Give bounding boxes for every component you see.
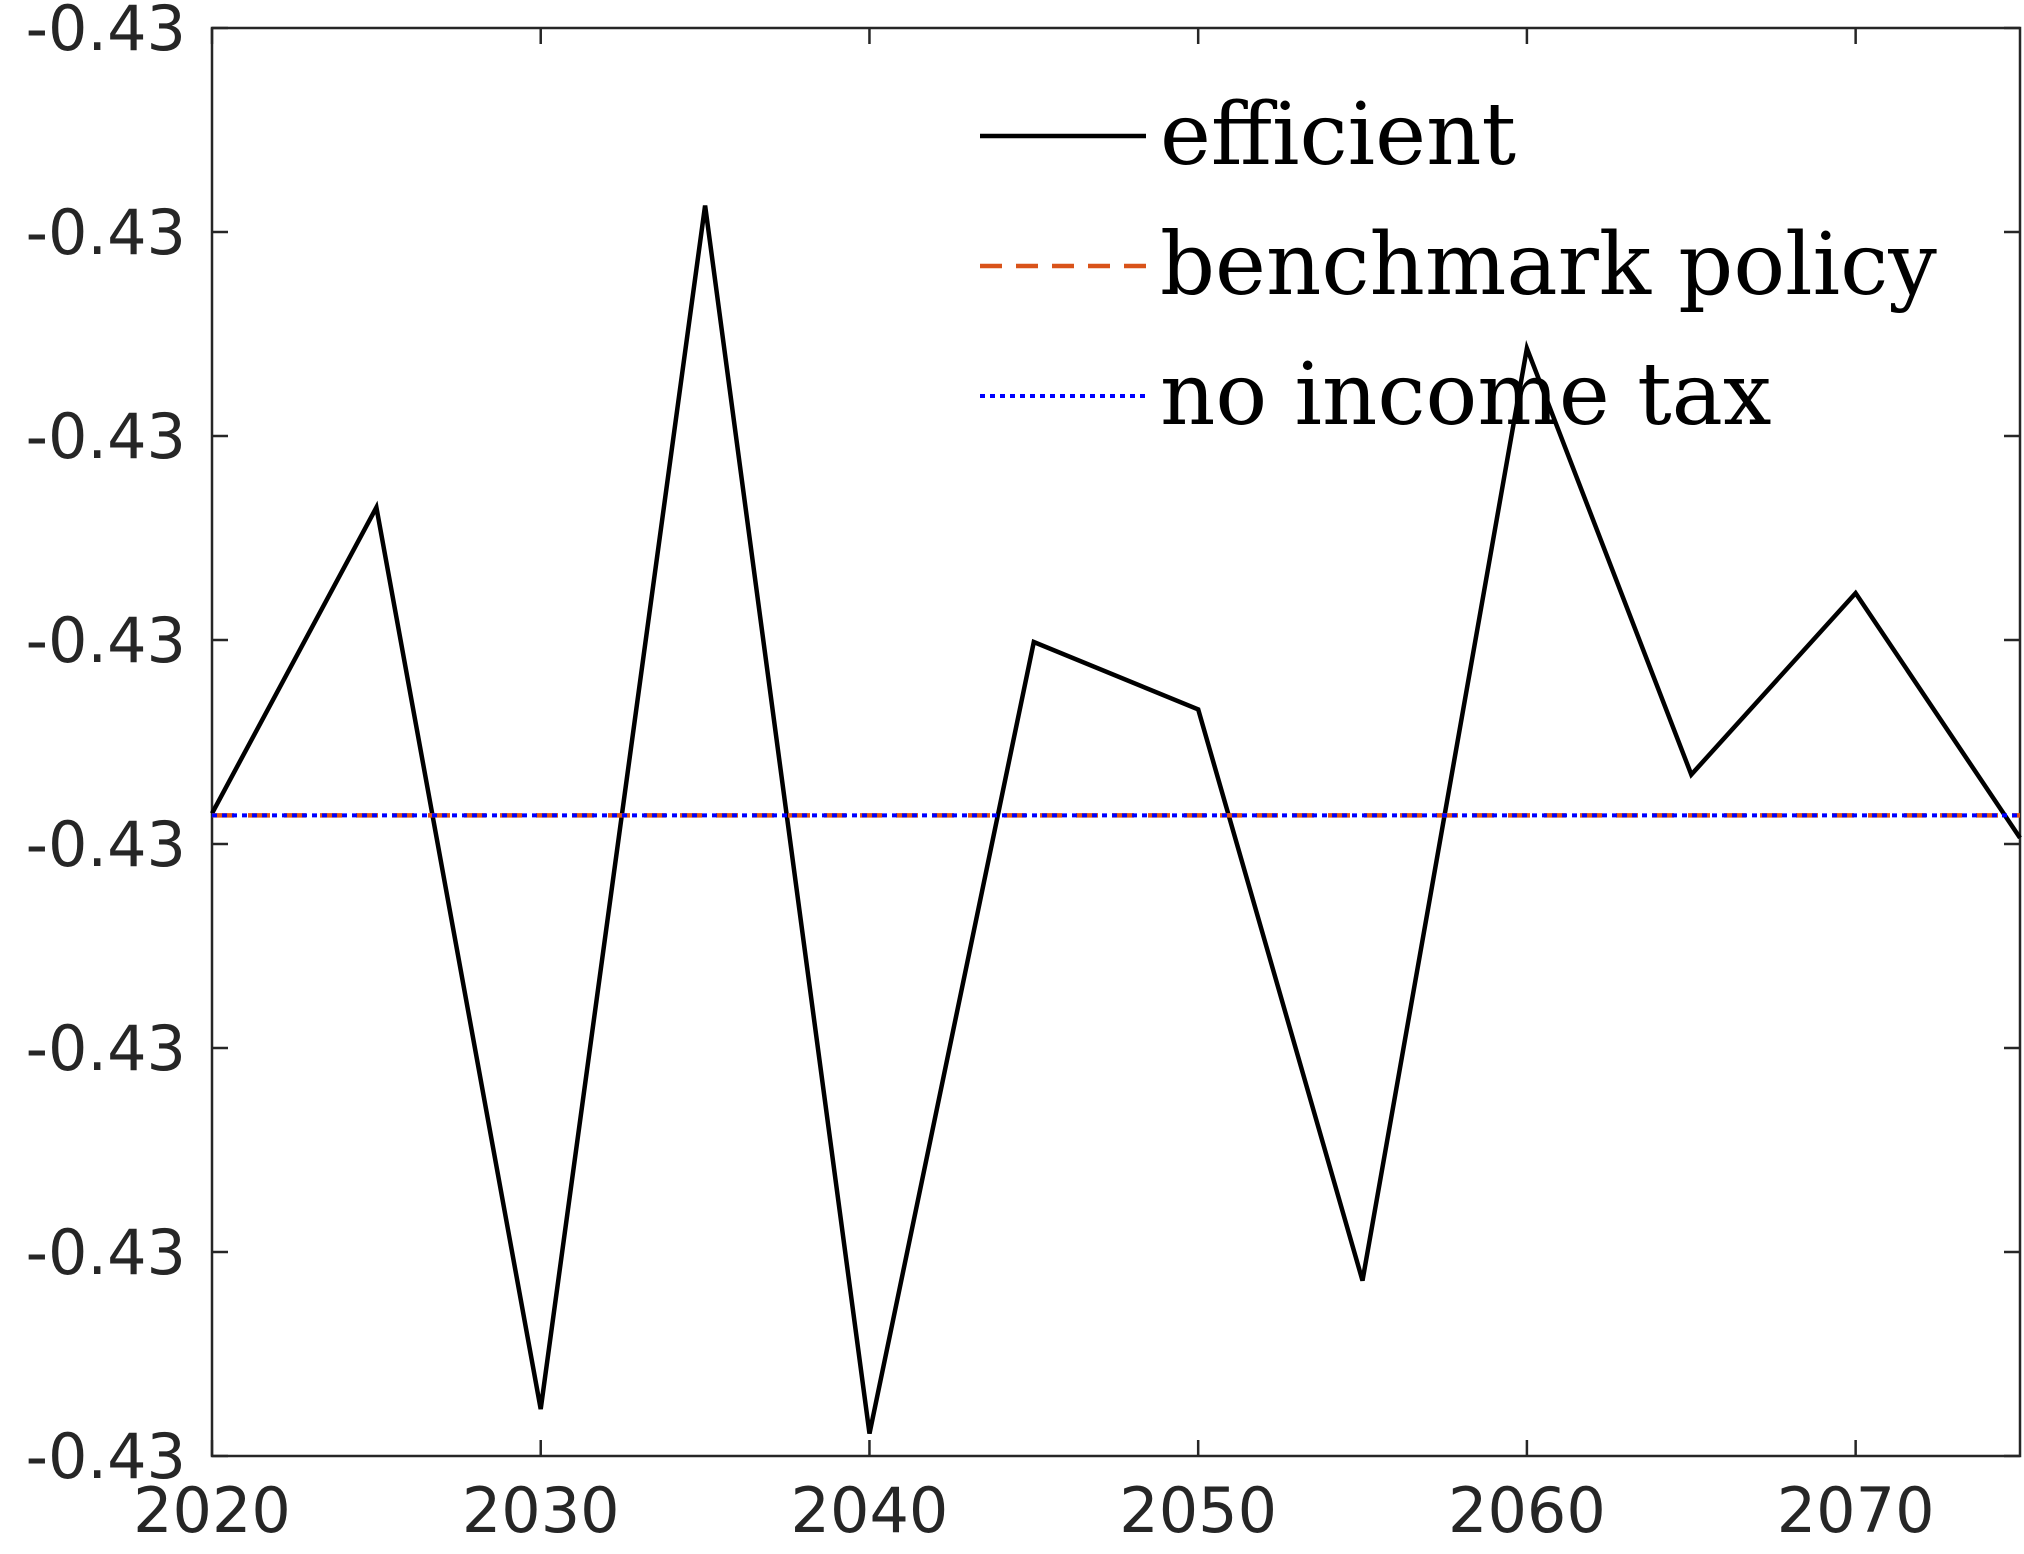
ticks-layer: 2020 2030 2040 2050 2060 2070 -0.43 -0.43 -0.43 -… — [26, 0, 2020, 1547]
legend-label-1: efficient — [1160, 85, 1516, 185]
x-tick-label: 2060 — [1448, 1474, 1606, 1547]
x-tick-label: 2030 — [462, 1474, 620, 1547]
legend-label-3: no income tax — [1160, 345, 1771, 445]
y-tick-label: -0.43 — [26, 808, 186, 881]
y-tick-label: -0.43 — [26, 1420, 186, 1493]
x-tick-label: 2040 — [791, 1474, 949, 1547]
series-layer — [210, 205, 2022, 1435]
y-tick-label: -0.43 — [26, 1012, 186, 1085]
y-tick-label: -0.43 — [26, 0, 186, 65]
y-tick-label: -0.43 — [26, 1216, 186, 1289]
y-tick-label: -0.43 — [26, 400, 186, 473]
y-tick-label: -0.43 — [26, 196, 186, 269]
x-tick-label: 2020 — [133, 1474, 291, 1547]
y-tick-label: -0.43 — [26, 604, 186, 677]
x-tick-label: 2070 — [1777, 1474, 1935, 1547]
x-tick-label: 2050 — [1119, 1474, 1277, 1547]
series-line-1 — [210, 205, 2022, 1435]
legend-label-2: benchmark policy — [1160, 215, 1937, 315]
legend: efficient benchmark policy no income tax — [980, 85, 1937, 445]
